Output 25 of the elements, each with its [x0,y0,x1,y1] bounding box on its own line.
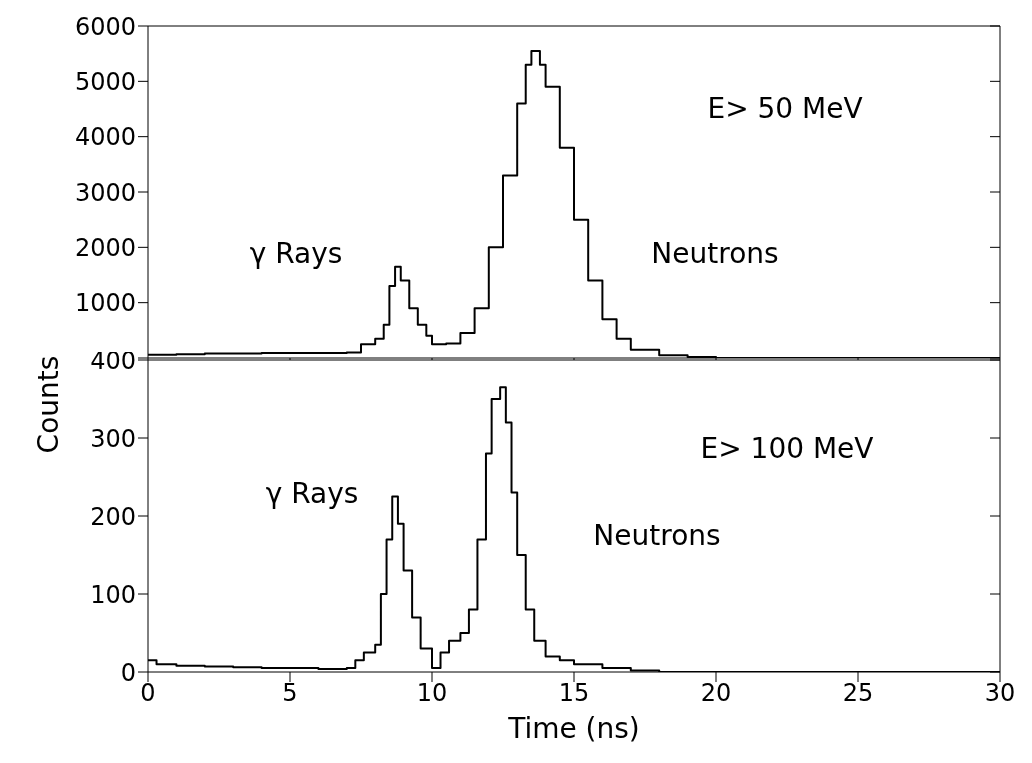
y-tick-label: 4000 [74,123,136,152]
y-tick-label: 5000 [74,67,136,96]
y-tick-label: 100 [90,580,136,609]
x-tick-label: 0 [140,679,156,708]
annotation: γ Rays [265,476,359,510]
y-tick-label: 3000 [74,178,136,207]
annotation: γ Rays [249,236,343,270]
x-tick-label: 30 [984,679,1016,708]
y-tick-label: 6000 [74,12,136,41]
y-tick-label: 300 [90,424,136,453]
annotation: Neutrons [593,518,721,552]
x-tick-label: 20 [700,679,732,708]
x-axis-title: Time (ns) [507,712,640,745]
y-tick-label: 1000 [74,289,136,318]
annotation: E> 50 MeV [707,91,863,125]
annotation: Neutrons [651,236,779,270]
y-tick-label: 2000 [74,233,136,262]
y-tick-label: 200 [90,502,136,531]
x-tick-label: 15 [558,679,590,708]
x-tick-label: 10 [416,679,448,708]
y-tick-label: 0 [120,658,136,687]
y-axis-title: Counts [31,354,65,456]
x-tick-label: 25 [842,679,874,708]
x-tick-label: 5 [282,679,298,708]
annotation: E> 100 MeV [700,431,874,465]
